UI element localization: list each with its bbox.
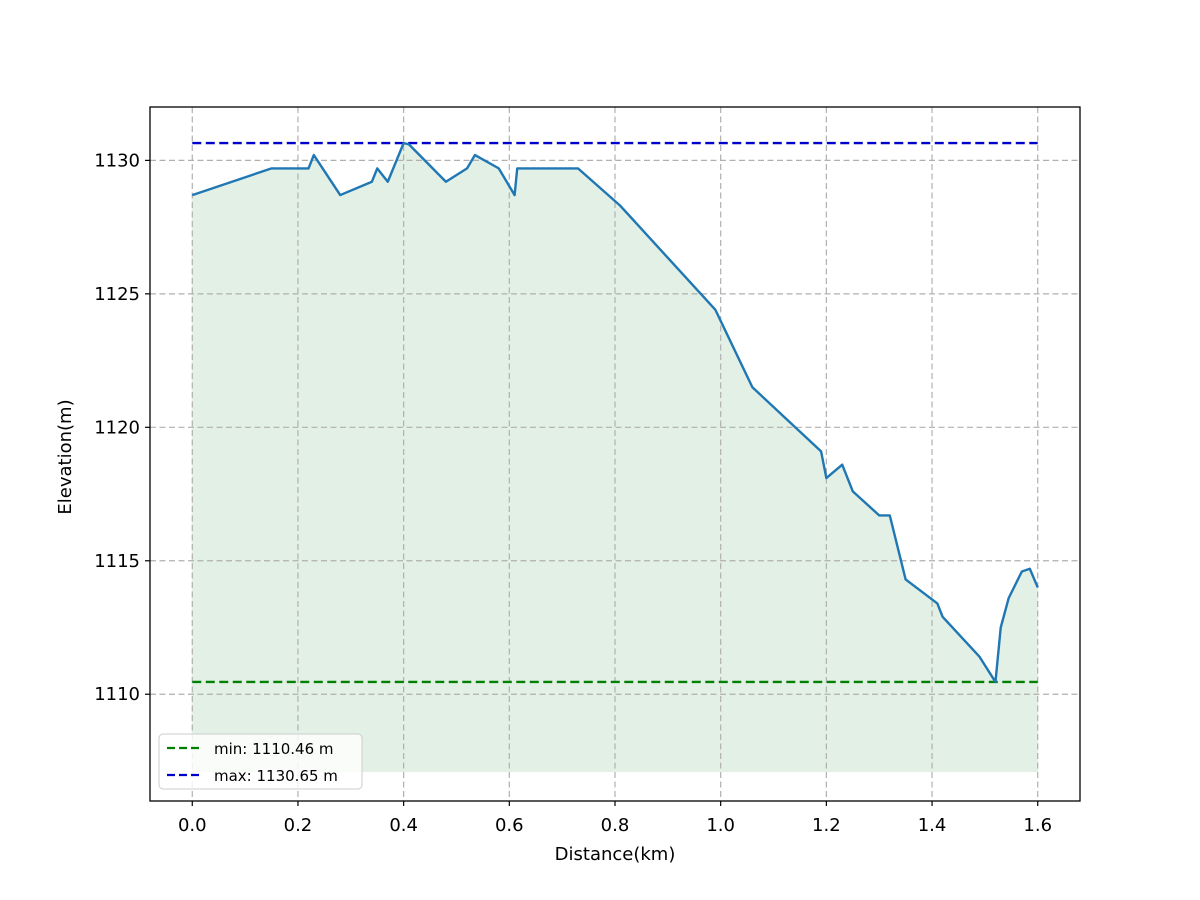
x-tick-label: 1.4 (918, 815, 947, 836)
x-tick-label: 1.2 (812, 815, 841, 836)
reference-lines (192, 141, 1038, 684)
ticks-layer: 0.0 0.2 0.4 0.6 0.8 1.0 1.2 1.4 1.6 1110 1115 1120 1… (94, 150, 1052, 836)
x-tick-label: 0.0 (178, 815, 207, 836)
x-tick-label: 1.6 (1023, 815, 1052, 836)
legend-max-label: max: 1130.65 m (214, 767, 338, 785)
y-tick-label: 1110 (94, 684, 140, 705)
grid-layer (150, 107, 1080, 801)
legend: min: 1110.46 m max: 1130.65 m (158, 733, 363, 790)
y-axis-label: Elevation(m) (55, 399, 76, 514)
y-tick-label: 1130 (94, 150, 140, 171)
y-tick-label: 1120 (94, 417, 140, 438)
legend-box (158, 733, 363, 790)
y-tick-label: 1115 (94, 551, 140, 572)
x-tick-label: 0.8 (601, 815, 630, 836)
x-tick-label: 0.2 (284, 815, 313, 836)
legend-min-label: min: 1110.46 m (214, 740, 334, 758)
x-axis-label: Distance(km) (555, 844, 676, 865)
x-tick-label: 0.4 (389, 815, 418, 836)
x-tick-label: 0.6 (495, 815, 524, 836)
x-tick-label: 1.0 (706, 815, 735, 836)
series-layer (191, 141, 1039, 684)
elevation-line (191, 141, 1039, 684)
y-tick-label: 1125 (94, 284, 140, 305)
